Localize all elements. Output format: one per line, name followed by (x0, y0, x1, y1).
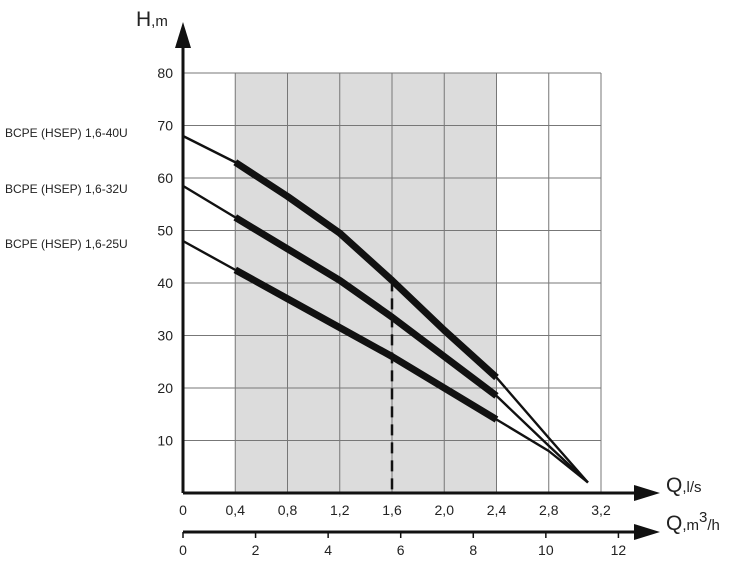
x2-tick-label-1: 2 (252, 542, 260, 558)
y-tick-label-0: 10 (157, 433, 173, 449)
x2-tick-label-5: 10 (538, 542, 554, 558)
x-axis-unit: ,l/s (682, 479, 701, 496)
x2-tick-label-2: 4 (324, 542, 332, 558)
y-tick-label-2: 30 (157, 328, 173, 344)
series-label-3: BCPE (HSEP) 1,6-25U (5, 237, 128, 251)
x2-tick-label-4: 8 (469, 542, 477, 558)
x-tick-label-3: 1,2 (330, 502, 350, 518)
x2-tick-label-3: 6 (397, 542, 405, 558)
x-tick-label-5: 2,0 (435, 502, 455, 518)
x-tick-label-7: 2,8 (539, 502, 559, 518)
y-axis-unit: ,m (151, 13, 168, 30)
y-axis-arrow (175, 22, 191, 48)
x-axis-title: Q,l/s (666, 474, 702, 497)
x-tick-label-2: 0,8 (278, 502, 298, 518)
x-tick-label-1: 0,4 (226, 502, 246, 518)
x-tick-label-6: 2,4 (487, 502, 507, 518)
y-tick-label-5: 60 (157, 170, 173, 186)
series-highlight-2 (233, 214, 499, 399)
x-tick-label-8: 3,2 (591, 502, 611, 518)
y-tick-label-3: 40 (157, 275, 173, 291)
x-axis-secondary-arrow (634, 524, 660, 540)
y-axis-title: H,m (136, 8, 168, 31)
series-highlight-3 (233, 266, 499, 423)
y-tick-label-7: 80 (157, 65, 173, 81)
series-label-2: BCPE (HSEP) 1,6-32U (5, 182, 128, 196)
x2-tick-label-6: 12 (611, 542, 627, 558)
x-axis-secondary-title: Q,m3/h (666, 509, 720, 535)
y-tick-label-1: 20 (157, 380, 173, 396)
x-axis-arrow (634, 485, 660, 501)
x-tick-label-0: 0 (179, 502, 187, 518)
series-label-1: BCPE (HSEP) 1,6-40U (5, 126, 128, 140)
y-tick-label-6: 70 (157, 118, 173, 134)
x-tick-label-4: 1,6 (382, 502, 402, 518)
x2-tick-label-0: 0 (179, 542, 187, 558)
y-tick-label-4: 50 (157, 223, 173, 239)
series-highlight-1 (233, 159, 499, 381)
